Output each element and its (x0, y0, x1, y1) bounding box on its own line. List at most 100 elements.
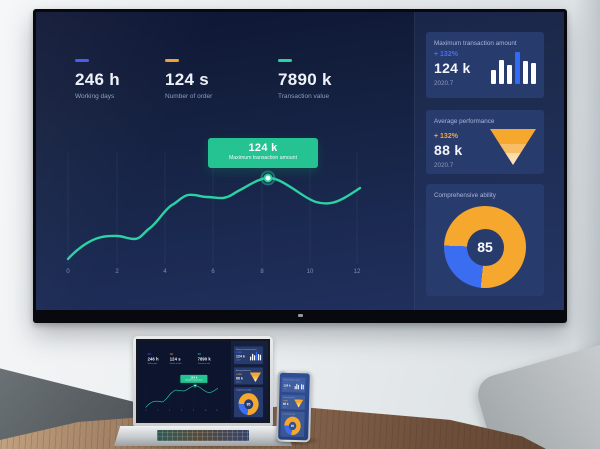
x-axis-tick: 0 (66, 269, 70, 275)
chart-gridlines (145, 378, 218, 409)
x-axis-tick: 6 (211, 269, 215, 275)
card-stats: + 132% 88 k 2020.7 (283, 400, 289, 408)
funnel-chart (249, 372, 262, 383)
donut-chart: 85 (444, 206, 526, 288)
stat-accent-dash-yellow (165, 59, 179, 62)
x-axis-tick: 12 (216, 410, 218, 412)
stat-label: Transaction value (278, 93, 330, 100)
donut-hole: 85 (288, 421, 297, 431)
card-average-performance: Average performance + 132% 88 k 2020.7 (426, 110, 544, 174)
bar (531, 63, 536, 84)
tooltip-label: Maximum transaction amount (185, 379, 203, 382)
card-title: Average performance (235, 369, 251, 372)
tv-frame: 246 h Working days 124 s Number of order… (33, 9, 567, 323)
stat-label: Number of order (169, 362, 182, 365)
phone-screen: Maximum transaction amount + 132% 124 k … (278, 372, 310, 441)
mini-bar-chart (491, 51, 536, 84)
x-axis-tick: 10 (204, 410, 207, 412)
x-axis-tick: 8 (260, 269, 264, 275)
donut-hole: 85 (466, 228, 504, 266)
line-series (145, 385, 219, 408)
max-value-tooltip: 124 k Maximum transaction amount (180, 374, 208, 383)
bar-highlighted (255, 351, 258, 361)
main-chart-area: 246 h Working days 124 s Number of order… (138, 341, 231, 421)
stat-value: 124 s (169, 356, 181, 362)
card-comprehensive-ability: Comprehensive ability 85 (234, 387, 264, 418)
stat-value: 246 h (75, 70, 120, 89)
stat-label: Working days (147, 362, 158, 365)
card-stats: + 132% 124 k 2020.7 (283, 381, 291, 389)
card-max-transaction: Maximum transaction amount + 132% 124 k … (426, 32, 544, 98)
card-average-performance: Average performance + 132% 88 k 2020.7 (234, 367, 264, 385)
chart-gridlines (67, 152, 358, 264)
card-max-transaction: Maximum transaction amount + 132% 124 k … (281, 377, 306, 393)
card-value: 124 k (283, 383, 291, 388)
mini-bar-chart (250, 351, 262, 361)
stat-accent-dash-blue (75, 59, 89, 62)
max-point-ring (260, 170, 276, 186)
x-axis-tick: 2 (157, 410, 159, 412)
tooltip-value: 124 k (190, 375, 198, 380)
card-title: Comprehensive ability (282, 413, 296, 416)
bar (253, 355, 256, 361)
tv-brand-logo (298, 314, 303, 317)
stat-accent-dash-yellow (169, 353, 174, 355)
max-point-marker (263, 173, 273, 183)
card-stats: + 132% 124 k 2020.7 (434, 51, 471, 87)
sidebar: Maximum transaction amount + 132% 124 k … (278, 373, 310, 441)
line-chart (145, 378, 219, 409)
donut-chart: 85 (284, 416, 301, 436)
laptop-keyboard (156, 430, 250, 441)
tv-bottom-bezel (36, 310, 564, 323)
donut-score: 85 (477, 239, 493, 255)
bar (302, 384, 304, 390)
sidebar: Maximum transaction amount + 132% 124 k … (231, 341, 268, 421)
donut-chart: 85 (238, 393, 259, 416)
card-value: 124 k (434, 60, 471, 76)
card-value: 88 k (434, 142, 463, 158)
x-axis-tick: 2 (115, 269, 119, 275)
laptop-screen: 246 h Working days 124 s Number of order… (136, 339, 270, 423)
tv-screen: 246 h Working days 124 s Number of order… (36, 12, 564, 310)
stat-working-days: 246 h Working days (75, 59, 120, 100)
card-max-transaction: Maximum transaction amount + 132% 124 k … (234, 346, 264, 365)
card-period: 2020.7 (235, 381, 241, 384)
card-period: 2020.7 (283, 388, 288, 390)
bar (250, 356, 252, 361)
stat-value: 7890 k (197, 356, 211, 362)
card-average-performance: Average performance + 132% 88 k 2020.7 (281, 394, 306, 410)
dashboard: 246 h Working days 124 s Number of order… (138, 341, 268, 421)
bar (491, 70, 496, 84)
bar (259, 354, 262, 361)
stat-value: 124 s (165, 70, 210, 89)
stat-accent-dash-blue (147, 353, 152, 355)
bar-highlighted (515, 52, 520, 84)
card-title: Comprehensive ability (235, 389, 252, 392)
delta-badge: + 132% (434, 51, 458, 58)
delta-badge: + 132% (434, 133, 458, 140)
tooltip-value: 124 k (248, 142, 278, 154)
stat-value: 246 h (147, 356, 159, 362)
max-point-ring (193, 383, 197, 388)
card-comprehensive-ability: Comprehensive ability 85 (426, 184, 544, 296)
mini-bar-chart (294, 382, 304, 390)
card-stats: + 132% 124 k 2020.7 (236, 351, 245, 361)
x-axis-tick: 8 (193, 410, 195, 412)
stat-accent-dash-teal (197, 353, 202, 355)
x-axis-tick: 0 (145, 410, 147, 412)
line-series (66, 176, 362, 261)
x-axis-tick: 4 (169, 410, 171, 412)
delta-badge: + 132% (235, 351, 242, 354)
delta-badge: + 132% (235, 373, 242, 376)
card-period: 2020.7 (282, 406, 287, 409)
laptop-keyboard-deck (114, 426, 292, 446)
phone: Maximum transaction amount + 132% 124 k … (276, 370, 312, 443)
sidebar: Maximum transaction amount + 132% 124 k … (414, 12, 564, 310)
card-value: 124 k (235, 353, 245, 359)
card-stats: + 132% 88 k 2020.7 (434, 133, 462, 169)
card-stats: + 132% 88 k 2020.7 (236, 373, 243, 383)
laptop: 246 h Working days 124 s Number of order… (133, 336, 273, 426)
main-chart-area: 246 h Working days 124 s Number of order… (36, 12, 414, 310)
bar (523, 61, 528, 84)
x-axis-tick: 10 (306, 269, 314, 275)
